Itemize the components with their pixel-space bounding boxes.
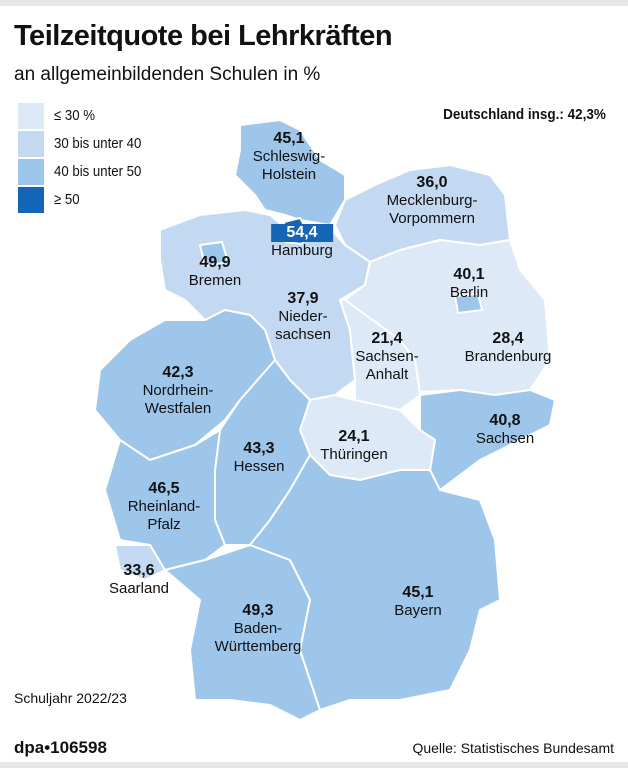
state-name: Hessen — [233, 458, 285, 475]
label-berlin: 40,1 Berlin — [450, 266, 488, 302]
label-schleswig-holstein: 45,1 Schleswig- Holstein — [253, 130, 326, 184]
state-value: 40,8 — [489, 412, 521, 429]
state-berlin — [454, 293, 483, 314]
legend-item: 40 bis unter 50 — [18, 158, 153, 185]
state-value: 28,4 — [492, 330, 524, 347]
germany-total: Deutschland insg.: 42,3% — [443, 106, 606, 123]
state-value: 40,1 — [453, 266, 485, 283]
legend-label: 30 bis unter 40 — [54, 135, 142, 152]
state-value: 49,3 — [242, 602, 274, 619]
subtitle: an allgemeinbildenden Schulen in % — [14, 64, 321, 85]
state-bayern — [249, 454, 501, 711]
state-value: 54,4 — [271, 224, 333, 242]
legend-label: ≤ 30 % — [54, 107, 96, 124]
label-nordrhein-westfalen: 42,3 Nordrhein- Westfalen — [143, 364, 214, 418]
state-name: Sachsen- Anhalt — [355, 348, 419, 383]
label-niedersachsen: 37,9 Nieder- sachsen — [275, 290, 331, 344]
legend-item: ≤ 30 % — [18, 102, 153, 129]
legend-label: ≥ 50 — [54, 191, 80, 208]
state-name: Bremen — [188, 272, 242, 289]
legend: ≤ 30 % 30 bis unter 40 40 bis unter 50 ≥… — [18, 102, 153, 214]
legend-swatch — [18, 158, 44, 185]
label-brandenburg: 28,4 Brandenburg — [465, 330, 552, 366]
school-year: Schuljahr 2022/23 — [14, 690, 127, 706]
state-bremen — [199, 241, 229, 267]
state-name: Schleswig- Holstein — [252, 148, 326, 183]
state-sachsen-anhalt — [339, 299, 421, 411]
state-name: Nordrhein- Westfalen — [142, 382, 214, 417]
label-mecklenburg-vorpommern: 36,0 Mecklenburg- Vorpommern — [387, 174, 478, 228]
agency-id: dpa•106598 — [14, 738, 107, 757]
state-rheinland-pfalz — [104, 429, 226, 571]
label-bremen: 49,9 Bremen — [189, 254, 242, 290]
state-name: Bayern — [394, 602, 442, 619]
state-name: Baden- Württemberg — [214, 620, 302, 655]
label-bayern: 45,1 Bayern — [394, 584, 442, 620]
label-hessen: 43,3 Hessen — [234, 440, 285, 476]
legend-swatch — [18, 186, 44, 213]
state-value: 45,1 — [273, 130, 305, 147]
label-sachsen: 40,8 Sachsen — [476, 412, 534, 448]
state-name: Berlin — [449, 284, 489, 301]
state-value: 37,9 — [287, 290, 319, 307]
top-bar — [0, 0, 628, 6]
state-name: Sachsen — [475, 430, 535, 447]
state-name: Hamburg — [271, 242, 333, 259]
state-name: Mecklenburg- Vorpommern — [386, 192, 478, 227]
state-name: Nieder- sachsen — [275, 308, 331, 343]
state-name: Thüringen — [320, 446, 388, 463]
legend-label: 40 bis unter 50 — [54, 163, 142, 180]
legend-item: 30 bis unter 40 — [18, 130, 153, 157]
state-value: 33,6 — [123, 562, 155, 579]
legend-item: ≥ 50 — [18, 186, 153, 213]
state-value: 36,0 — [416, 174, 448, 191]
state-schleswig-holstein — [234, 119, 346, 226]
state-name: Saarland — [108, 580, 170, 597]
legend-swatch — [18, 102, 44, 129]
label-sachsen-anhalt: 21,4 Sachsen- Anhalt — [355, 330, 418, 384]
state-saarland — [114, 544, 166, 581]
label-thueringen: 24,1 Thüringen — [320, 428, 388, 464]
label-rheinland-pfalz: 46,5 Rheinland- Pfalz — [128, 480, 201, 534]
state-value: 45,1 — [402, 584, 434, 601]
label-hamburg: 54,4 Hamburg — [271, 224, 333, 260]
legend-swatch — [18, 130, 44, 157]
state-value: 43,3 — [243, 440, 275, 457]
state-value: 24,1 — [338, 428, 370, 445]
state-value: 21,4 — [371, 330, 403, 347]
state-value: 42,3 — [162, 364, 194, 381]
state-value: 49,9 — [199, 254, 231, 271]
state-name: Brandenburg — [464, 348, 552, 365]
label-saarland: 33,6 Saarland — [109, 562, 169, 598]
state-value: 46,5 — [148, 480, 180, 497]
state-name: Rheinland- Pfalz — [127, 498, 201, 533]
source: Quelle: Statistisches Bundesamt — [412, 740, 614, 756]
page-title: Teilzeitquote bei Lehrkräften — [14, 20, 393, 52]
label-baden-wuerttemberg: 49,3 Baden- Württemberg — [215, 602, 302, 656]
bottom-bar — [0, 762, 628, 768]
